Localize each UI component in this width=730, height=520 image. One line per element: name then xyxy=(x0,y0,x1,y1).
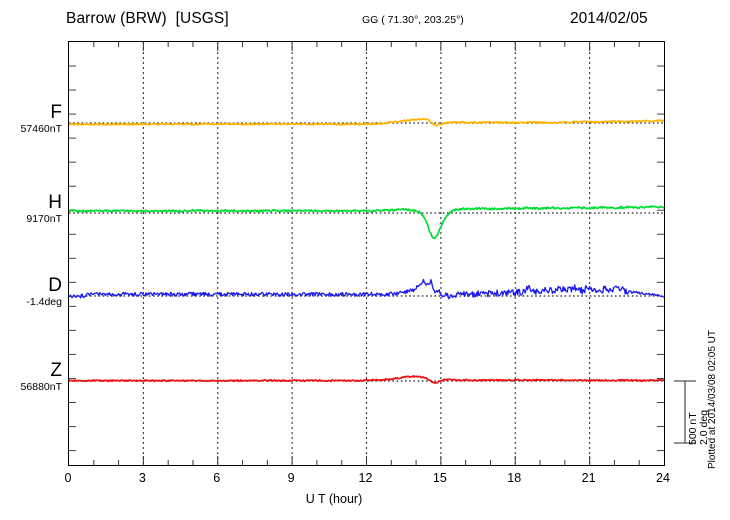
geographic-coordinates: GG ( 71.30°, 203.25°) xyxy=(362,14,464,26)
component-letter-z: Z xyxy=(50,360,62,381)
component-label-z: Z 56880nT xyxy=(0,361,62,393)
magnetogram-canvas xyxy=(69,42,664,465)
station-title: Barrow (BRW) [USGS] xyxy=(66,10,229,27)
x-tick-label-15: 15 xyxy=(432,471,447,485)
x-tick-label-24: 24 xyxy=(656,471,670,485)
x-axis-title-text: U T (hour) xyxy=(305,492,363,506)
x-tick-label-12: 12 xyxy=(358,471,373,485)
x-tick-label-0: 0 xyxy=(64,471,72,485)
x-axis-title: U T (hour) xyxy=(0,492,730,506)
x-tick-label-9: 9 xyxy=(287,471,295,485)
component-label-d: D -1.4deg xyxy=(0,276,62,308)
x-tick-label-18: 18 xyxy=(507,471,522,485)
component-value-d: -1.4deg xyxy=(26,296,62,308)
component-value-f: 57460nT xyxy=(20,123,62,135)
component-label-h: H 9170nT xyxy=(0,193,62,225)
magnetogram-plot-area xyxy=(68,41,665,466)
trace-h xyxy=(69,205,664,240)
x-tick-label-6: 6 xyxy=(213,471,221,485)
x-tick-label-21: 21 xyxy=(581,471,596,485)
trace-f xyxy=(69,117,664,127)
component-letter-d: D xyxy=(48,275,62,296)
trace-z xyxy=(69,374,664,385)
component-letter-h: H xyxy=(48,192,62,213)
component-value-z: 56880nT xyxy=(20,381,62,393)
component-value-h: 9170nT xyxy=(26,213,62,225)
observation-date: 2014/02/05 xyxy=(570,10,648,27)
plotted-timestamp: Plotted at 2014/03/08 02:05 UT xyxy=(707,330,718,469)
component-label-f: F 57460nT xyxy=(0,103,62,135)
x-tick-label-3: 3 xyxy=(138,471,146,485)
amplitude-scale-bar xyxy=(674,380,696,444)
component-letter-f: F xyxy=(50,102,62,123)
trace-d xyxy=(69,278,664,300)
